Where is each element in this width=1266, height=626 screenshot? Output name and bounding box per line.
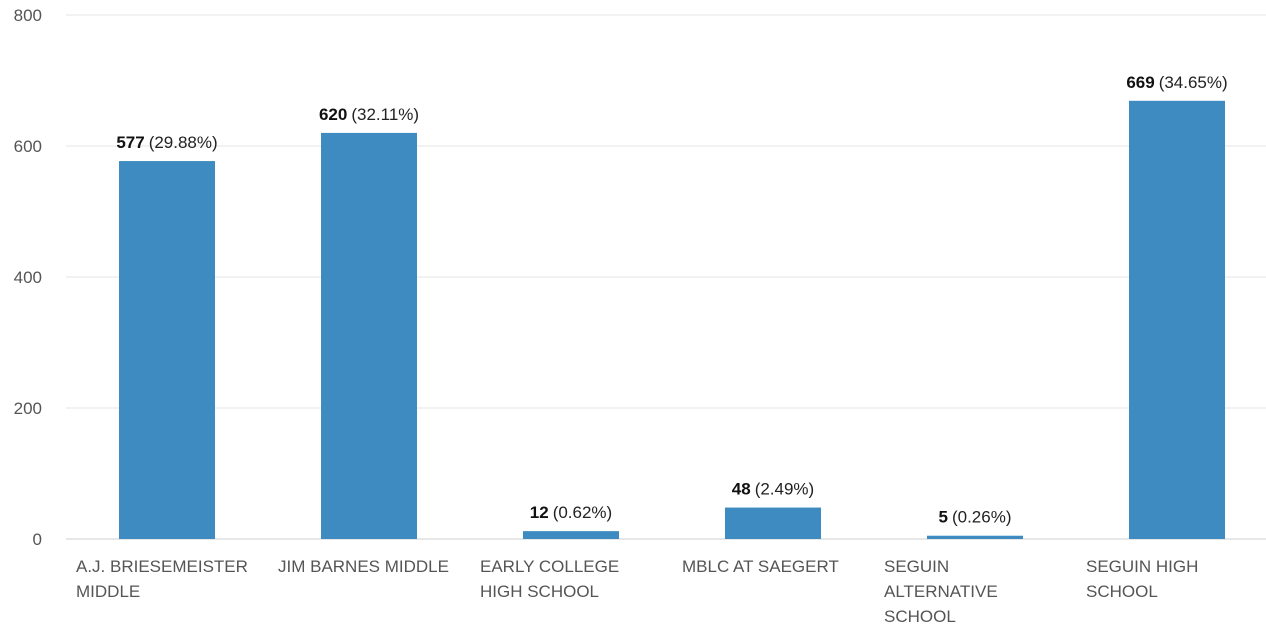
x-category-line: A.J. BRIESEMEISTER — [76, 557, 248, 576]
bar — [1129, 100, 1225, 540]
data-label: 577 (29.88%) — [116, 133, 217, 152]
data-label-percent: (0.62%) — [553, 503, 613, 522]
y-tick-label: 0 — [33, 530, 42, 549]
data-label-value: 669 — [1126, 73, 1154, 92]
data-label: 48 (2.49%) — [732, 480, 814, 499]
x-category-line: ALTERNATIVE — [884, 582, 998, 601]
data-label-percent: (0.26%) — [952, 508, 1012, 527]
data-label-value: 5 — [939, 508, 948, 527]
bar — [119, 161, 215, 539]
x-category-line: MIDDLE — [76, 582, 140, 601]
x-category-label: JIM BARNES MIDDLE — [278, 557, 449, 576]
x-category-label: SEGUIN ALTERNATIVE SCHOOL — [884, 557, 998, 626]
bar — [321, 132, 417, 539]
data-label-value: 12 — [530, 503, 549, 522]
data-label-value: 48 — [732, 480, 751, 499]
x-category-line: SCHOOL — [884, 607, 956, 626]
x-category-label: SEGUIN HIGH SCHOOL — [1086, 557, 1198, 601]
x-category-label: MBLC AT SAEGERT — [682, 557, 839, 576]
x-category-line: JIM BARNES MIDDLE — [278, 557, 449, 576]
data-label-value: 577 — [116, 133, 144, 152]
bar — [523, 531, 619, 539]
data-label: 669 (34.65%) — [1126, 73, 1227, 92]
x-category-line: EARLY COLLEGE — [480, 557, 619, 576]
x-axis-categories: A.J. BRIESEMEISTER MIDDLE JIM BARNES MIDDL… — [76, 557, 1198, 626]
bar — [927, 535, 1023, 539]
gridlines — [66, 14, 1266, 540]
y-axis-ticks: 0 200 400 600 800 — [14, 6, 42, 549]
x-category-line: SCHOOL — [1086, 582, 1158, 601]
x-category-line: SEGUIN — [884, 557, 949, 576]
x-category-label: A.J. BRIESEMEISTER MIDDLE — [76, 557, 248, 601]
x-category-label: EARLY COLLEGE HIGH SCHOOL — [480, 557, 619, 601]
data-label-percent: (34.65%) — [1159, 73, 1228, 92]
data-label: 620 (32.11%) — [319, 105, 419, 124]
data-labels: 577 (29.88%) 620 (32.11%) 12 (0.62%) 48 (2.49%)… — [116, 73, 1227, 527]
x-category-line: SEGUIN HIGH — [1086, 557, 1198, 576]
y-tick-label: 200 — [14, 399, 42, 418]
y-tick-label: 400 — [14, 268, 42, 287]
y-tick-label: 800 — [14, 6, 42, 25]
bar — [725, 507, 821, 539]
data-label-percent: (32.11%) — [351, 105, 419, 124]
data-label-value: 620 — [319, 105, 347, 124]
data-label: 5 (0.26%) — [939, 508, 1012, 527]
data-label-percent: (29.88%) — [149, 133, 218, 152]
y-tick-label: 600 — [14, 137, 42, 156]
x-category-line: HIGH SCHOOL — [480, 582, 599, 601]
bars — [119, 100, 1225, 540]
data-label-percent: (2.49%) — [755, 480, 815, 499]
x-category-line: MBLC AT SAEGERT — [682, 557, 839, 576]
data-label: 12 (0.62%) — [530, 503, 612, 522]
